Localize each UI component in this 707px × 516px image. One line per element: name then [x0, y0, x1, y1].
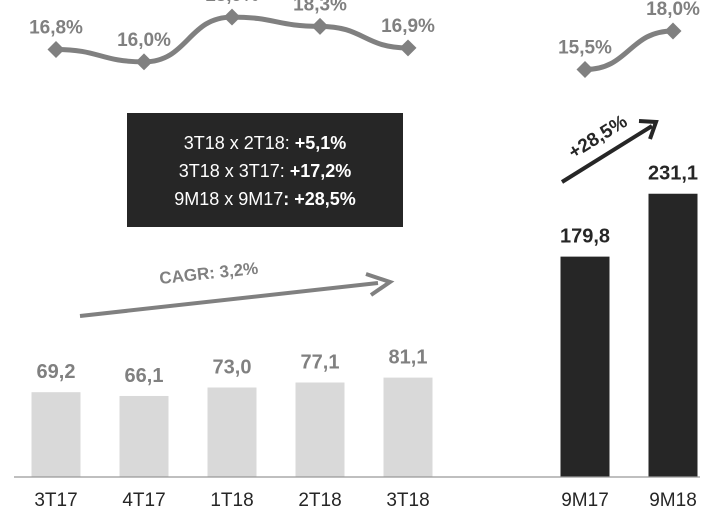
quarterly-margin-label: 18,3% — [293, 0, 347, 15]
growth-row: 9M18 x 9M17: +28,5% — [174, 189, 356, 209]
quarterly-margin-label: 18,9% — [205, 0, 259, 6]
cagr-arrow — [79, 281, 379, 318]
growth-row-value: +17,2% — [290, 161, 352, 181]
quarterly-margin-label: 16,0% — [117, 30, 171, 51]
ytd-value-label: 231,1 — [648, 163, 698, 185]
ytd-bars — [560, 193, 698, 477]
growth-row: 3T18 x 3T17: +17,2% — [179, 161, 352, 181]
quarterly-category-label: 2T18 — [298, 490, 341, 511]
quarterly-category-label: 3T17 — [34, 490, 77, 511]
quarterly-category-label: 3T18 — [386, 490, 429, 511]
quarterly-bar — [207, 387, 257, 477]
growth-box-background — [127, 113, 403, 227]
quarterly-margin-marker — [223, 8, 241, 26]
quarterly-category-labels: 3T17 4T17 1T18 2T18 3T18 — [34, 490, 429, 511]
quarterly-value-label: 81,1 — [389, 347, 428, 369]
quarterly-category-label: 1T18 — [210, 490, 253, 511]
cagr-value: : 3,2% — [208, 259, 259, 283]
quarterly-margin-marker — [135, 53, 153, 71]
quarterly-margin-line: 16,8% 16,0% 18,9% 18,3% 16,9% — [29, 0, 435, 71]
cagr-arrow-head — [365, 272, 395, 297]
ytd-category-label: 9M18 — [649, 490, 697, 511]
ytd-margin-line: 15,5% 18,0% — [558, 0, 700, 79]
quarterly-bar — [119, 395, 169, 477]
quarterly-value-labels: 69,2 66,1 73,0 77,1 81,1 — [37, 347, 428, 387]
ytd-bar — [648, 193, 698, 477]
ytd-category-label: 9M17 — [561, 490, 609, 511]
quarterly-value-label: 77,1 — [301, 351, 340, 373]
svg-text:CAGR: 3,2%: CAGR: 3,2% — [158, 259, 259, 288]
quarterly-value-label: 69,2 — [37, 361, 76, 383]
growth-row-value: : +28,5% — [283, 189, 356, 209]
quarterly-bar — [295, 382, 345, 477]
quarterly-margin-label: 16,9% — [381, 16, 435, 37]
growth-row-label: 3T18 x 3T17: — [179, 161, 290, 181]
quarterly-margin-marker — [47, 40, 65, 58]
quarterly-margin-marker — [311, 17, 329, 35]
quarterly-category-label: 4T17 — [122, 490, 165, 511]
ytd-value-labels: 179,8 231,1 — [560, 163, 698, 248]
ytd-category-labels: 9M17 9M18 — [561, 490, 697, 511]
ytd-growth-arrow-head — [638, 119, 659, 140]
quarterly-bars — [31, 377, 433, 477]
ytd-margin-marker — [576, 61, 594, 79]
ytd-growth-arrow — [560, 124, 654, 184]
growth-row-value: +5,1% — [295, 133, 347, 153]
growth-row: 3T18 x 2T18: +5,1% — [184, 133, 347, 153]
growth-row-label: 3T18 x 2T18: — [184, 133, 295, 153]
ytd-margin-line-path — [584, 28, 674, 73]
cagr-annotation: CAGR: 3,2% — [79, 259, 395, 318]
cagr-label: CAGR — [158, 264, 210, 288]
quarterly-bar — [383, 377, 433, 477]
quarterly-value-label: 73,0 — [213, 357, 252, 379]
quarterly-margin-label: 16,8% — [29, 17, 83, 38]
ytd-margin-marker — [664, 22, 682, 40]
growth-box: 3T18 x 2T18: +5,1% 3T18 x 3T17: +17,2% 9… — [127, 113, 403, 227]
ytd-value-label: 179,8 — [560, 226, 610, 248]
quarterly-value-label: 66,1 — [125, 365, 164, 387]
ytd-margin-label: 15,5% — [558, 38, 612, 59]
quarterly-bar — [31, 392, 81, 477]
growth-row-label: 9M18 x 9M17 — [174, 189, 283, 209]
ytd-growth-label: +28,5% — [565, 111, 631, 163]
ytd-margin-label: 18,0% — [646, 0, 700, 20]
quarterly-margin-marker — [399, 39, 417, 57]
ytd-bar — [560, 256, 610, 477]
ytd-growth-annotation: +28,5% — [560, 111, 659, 184]
